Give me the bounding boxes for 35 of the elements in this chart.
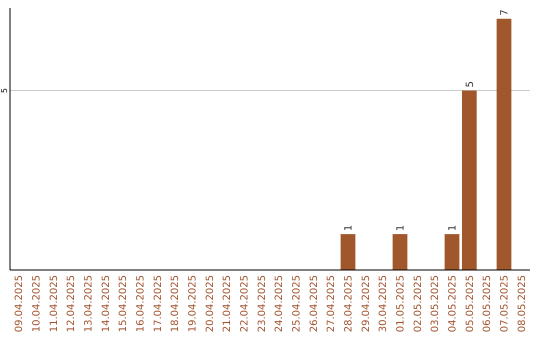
x-tick-label: 28.04.2025	[344, 275, 354, 332]
x-tick-label: 27.04.2025	[326, 275, 338, 332]
x-tick-label: 30.04.2025	[378, 275, 390, 332]
x-tick-label: 11.04.2025	[48, 275, 60, 332]
x-tick-label: 17.04.2025	[152, 275, 164, 332]
x-tick-label: 07.05.2025	[500, 275, 510, 332]
x-tick-label: 01.05.2025	[396, 275, 406, 332]
x-tick-label: 08.05.2025	[516, 275, 528, 332]
x-tick-label: 21.04.2025	[222, 275, 234, 332]
x-tick-label: 06.05.2025	[482, 275, 494, 332]
x-tick-label: 02.05.2025	[412, 275, 424, 332]
x-tick-label: 05.05.2025	[464, 275, 476, 332]
x-tick-label: 09.04.2025	[14, 275, 26, 332]
x-tick-label: 03.05.2025	[430, 275, 442, 332]
x-tick-label: 26.04.2025	[308, 275, 320, 332]
x-tick-label: 13.04.2025	[84, 275, 94, 332]
x-tick-label: 29.04.2025	[360, 275, 372, 332]
data-label: 1	[344, 224, 354, 232]
x-tick-label: 25.04.2025	[292, 275, 302, 332]
x-tick-label: 18.04.2025	[170, 275, 182, 332]
x-tick-label: 23.04.2025	[256, 275, 268, 332]
data-label: 5	[464, 81, 476, 88]
data-label: 7	[500, 9, 510, 16]
x-tick-label: 16.04.2025	[136, 275, 146, 332]
x-tick-label: 22.04.2025	[240, 275, 250, 332]
x-tick-label: 12.04.2025	[66, 275, 78, 332]
x-tick-label: 19.04.2025	[188, 275, 198, 332]
x-tick-label: 20.04.2025	[204, 275, 216, 332]
x-tick-label: 14.04.2025	[100, 275, 112, 332]
x-tick-label: 24.04.2025	[274, 275, 286, 332]
data-label: 1	[396, 224, 406, 232]
x-tick-label: 04.05.2025	[448, 275, 458, 332]
x-tick-label: 15.04.2025	[118, 275, 130, 332]
data-label: 1	[448, 224, 458, 232]
x-tick-label: 10.04.2025	[32, 275, 42, 332]
